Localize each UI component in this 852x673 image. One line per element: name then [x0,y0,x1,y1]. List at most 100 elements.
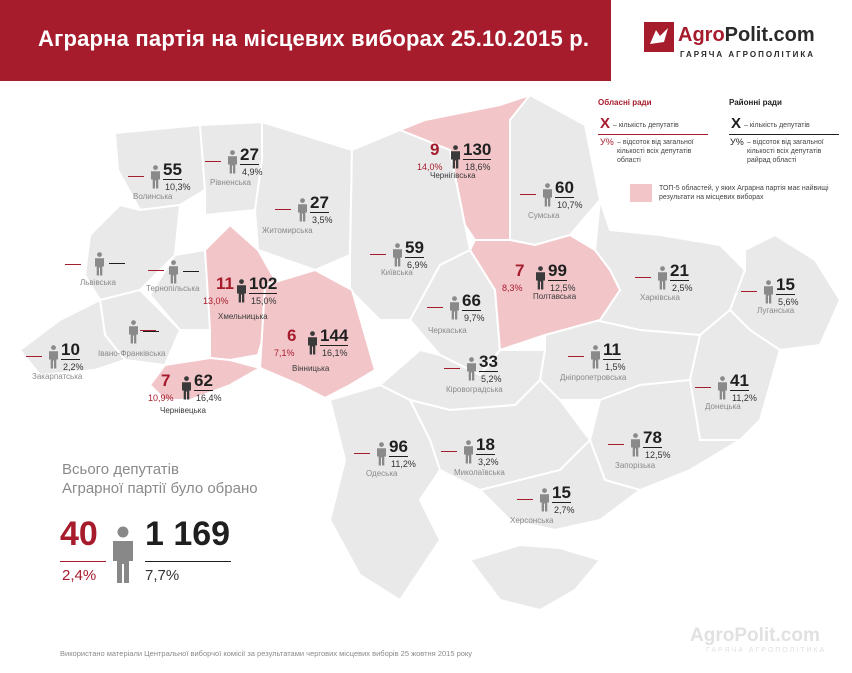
raion-dash-lviv [109,263,125,264]
region-name-poltava: Полтавська [533,292,577,301]
person-icon [129,320,138,344]
oblast-dash-kirovohrad [444,368,460,369]
legend-oblast-title: Обласні ради [598,98,652,107]
legend-raion-line [729,134,839,135]
raion-pct-kyiv: 6,9% [407,260,428,270]
person-icon [377,442,386,466]
oblast-count-chernihiv: 9 [430,140,440,159]
region-odesa[interactable] [328,383,442,602]
oblast-dash-zhytomyr [275,209,291,210]
raion-dash-ivano [143,331,159,332]
region-name-odesa: Одеська [366,469,398,478]
legend-raion-x-desc: – кількість депутатів [744,122,810,129]
person-icon [450,296,459,320]
oblast-count-khmelnytskyi: 11 [216,274,234,293]
watermark-tagline: ГАРЯЧА АГРОПОЛІТИКА [706,647,827,654]
raion-count-donetsk: 41 [730,371,749,391]
person-icon [95,252,104,276]
legend-oblast-line [598,134,708,135]
region-name-chernivtsi: Чернівецька [160,406,206,415]
region-chernivtsi[interactable] [148,356,263,401]
totals-oblast-pct: 2,4% [62,567,97,584]
raion-pct-kharkiv: 2,5% [672,283,693,293]
footer-source: Використано матеріали Центральної виборч… [60,649,473,658]
raion-pct-kirovohrad: 5,2% [481,374,502,384]
raion-pct-sumy: 10,7% [557,200,583,210]
oblast-dash-dnipro [568,356,584,357]
raion-pct-cherkasy: 9,7% [464,313,485,323]
region-name-luhansk: Луганська [757,306,795,315]
oblast-dash-kherson [517,499,533,500]
person-icon [298,198,307,222]
oblast-dash-mykolaiv [441,451,457,452]
region-kherson[interactable] [478,438,643,532]
region-zhytomyr[interactable] [253,120,354,272]
raion-pct-odesa: 11,2% [391,459,416,469]
raion-pct-dnipro: 1,5% [605,362,626,372]
person-icon [393,243,402,267]
raion-pct-zhytomyr: 3,5% [312,215,333,225]
region-name-rivne: Рівненська [210,178,251,187]
region-name-kharkiv: Харківська [640,293,680,302]
person-icon [540,488,549,512]
region-poltava[interactable] [468,233,622,352]
raion-count-luhansk: 15 [776,275,795,295]
raion-count-khmelnytskyi: 102 [249,274,278,294]
raion-count-kirovohrad: 33 [479,352,498,372]
oblast-dash-kyiv [370,254,386,255]
oblast-pct-chernivtsi: 10,9% [148,393,174,403]
oblast-dash-lviv [65,264,81,265]
region-name-donetsk: Донецька [705,402,741,411]
person-icon [718,376,727,400]
oblast-count-chernivtsi: 7 [161,371,171,390]
region-name-kyiv: Київська [381,268,413,277]
raion-pct-zakarpattia: 2,2% [63,362,84,372]
legend-raion-y-desc: – відсоток від загальної кількості всіх … [747,139,824,164]
oblast-dash-ivano [140,330,156,331]
region-name-chernihiv: Чернігівська [430,171,476,180]
person-icon [467,357,476,381]
oblast-dash-cherkasy [427,307,443,308]
oblast-dash-sumy [520,194,536,195]
region-sumy[interactable] [509,93,602,247]
region-vinnytsia[interactable] [258,268,377,400]
oblast-dash-rivne [205,161,221,162]
raion-pct-rivne: 4,9% [242,167,263,177]
oblast-pct-chernihiv: 14,0% [417,162,443,172]
region-name-cherkasy: Черкаська [428,326,467,335]
oblast-dash-kharkiv [635,277,651,278]
logo-icon [644,22,674,52]
region-zakarpattia[interactable] [18,298,127,377]
region-luhansk[interactable] [728,233,842,352]
raion-count-kyiv: 59 [405,238,424,258]
legend-raion-y: У% [730,137,744,147]
raion-count-dnipro: 11 [603,340,621,360]
raion-pct-khmelnytskyi: 15,0% [251,296,277,306]
person-icon [451,145,460,169]
raion-count-zakarpattia: 10 [61,340,80,360]
legend-top5-desc: ТОП-5 областей, у яких Аграрна партія ма… [659,185,829,201]
oblast-dash-zaporizhzhia [608,444,624,445]
raion-count-sumy: 60 [555,178,574,198]
raion-count-zaporizhzhia: 78 [643,428,662,448]
region-name-ivano: Івано-Франківська [98,349,166,358]
totals-heading: Всього депутатів Аграрної партії було об… [62,460,258,498]
oblast-pct-poltava: 8,3% [502,283,523,293]
logo-tagline: ГАРЯЧА АГРОПОЛІТИКА [680,50,815,59]
person-icon [228,150,237,174]
legend-top5-swatch [630,184,652,202]
person-icon-large [113,526,133,583]
totals-raion-pct: 7,7% [145,567,180,584]
raion-count-odesa: 96 [389,437,408,457]
oblast-pct-vinnytsia: 7,1% [274,348,295,358]
region-chernihiv[interactable] [397,92,533,241]
raion-count-rivne: 27 [240,145,259,165]
person-icon [49,345,58,369]
region-crimea[interactable] [468,543,602,612]
region-name-khmelnytskyi: Хмельницька [218,312,268,321]
region-name-kirovohrad: Кіровоградська [446,385,503,394]
raion-count-mykolaiv: 18 [476,435,495,455]
region-name-ternopil: Тернопільська [146,284,200,293]
region-name-mykolaiv: Миколаївська [454,468,505,477]
oblast-dash-odesa [354,453,370,454]
